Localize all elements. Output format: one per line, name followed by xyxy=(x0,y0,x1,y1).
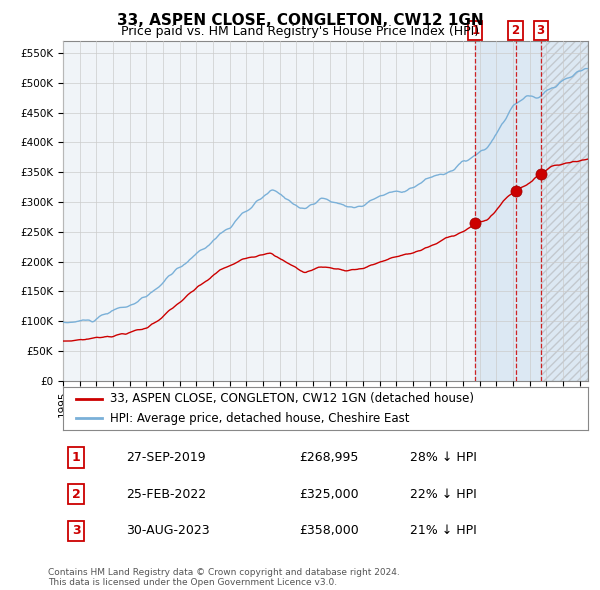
Text: 2: 2 xyxy=(72,487,80,501)
Text: £268,995: £268,995 xyxy=(299,451,359,464)
Text: 25-FEB-2022: 25-FEB-2022 xyxy=(126,487,206,501)
Text: 2: 2 xyxy=(511,24,520,37)
Text: £325,000: £325,000 xyxy=(299,487,359,501)
Bar xyxy=(541,41,588,381)
Text: 3: 3 xyxy=(72,525,80,537)
Text: 28% ↓ HPI: 28% ↓ HPI xyxy=(409,451,476,464)
Text: Contains HM Land Registry data © Crown copyright and database right 2024.
This d: Contains HM Land Registry data © Crown c… xyxy=(48,568,400,587)
Text: £358,000: £358,000 xyxy=(299,525,359,537)
Text: 22% ↓ HPI: 22% ↓ HPI xyxy=(409,487,476,501)
Bar xyxy=(475,41,588,381)
Text: 30-AUG-2023: 30-AUG-2023 xyxy=(126,525,209,537)
Text: 33, ASPEN CLOSE, CONGLETON, CW12 1GN (detached house): 33, ASPEN CLOSE, CONGLETON, CW12 1GN (de… xyxy=(110,392,474,405)
Text: 3: 3 xyxy=(536,24,545,37)
Text: Price paid vs. HM Land Registry's House Price Index (HPI): Price paid vs. HM Land Registry's House … xyxy=(121,25,479,38)
Text: 33, ASPEN CLOSE, CONGLETON, CW12 1GN: 33, ASPEN CLOSE, CONGLETON, CW12 1GN xyxy=(116,13,484,28)
Text: 21% ↓ HPI: 21% ↓ HPI xyxy=(409,525,476,537)
Text: 1: 1 xyxy=(471,24,479,37)
Text: HPI: Average price, detached house, Cheshire East: HPI: Average price, detached house, Ches… xyxy=(110,412,410,425)
Text: 1: 1 xyxy=(72,451,80,464)
Text: 27-SEP-2019: 27-SEP-2019 xyxy=(126,451,206,464)
